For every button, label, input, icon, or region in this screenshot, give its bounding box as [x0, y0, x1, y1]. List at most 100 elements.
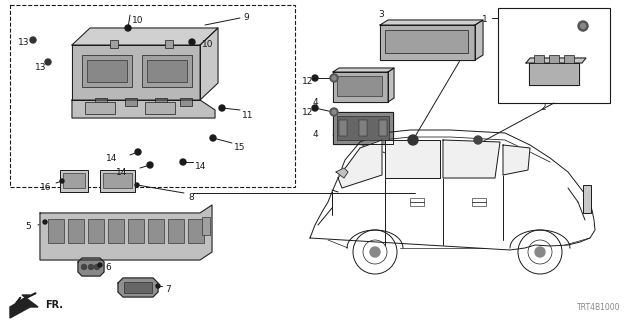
Bar [95, 98, 107, 106]
Polygon shape [78, 258, 104, 276]
Circle shape [332, 76, 336, 80]
Circle shape [135, 183, 139, 187]
Bar [108, 219, 124, 243]
Circle shape [81, 265, 86, 269]
Polygon shape [200, 28, 218, 100]
Circle shape [95, 265, 99, 269]
Text: 13: 13 [35, 63, 47, 72]
Circle shape [408, 135, 418, 145]
Circle shape [30, 37, 36, 43]
Text: FR.: FR. [45, 300, 63, 310]
Bar [87, 60, 127, 82]
Text: TRT4B1000: TRT4B1000 [577, 303, 620, 312]
Text: 3: 3 [378, 10, 384, 19]
Circle shape [578, 21, 588, 31]
Text: 14: 14 [116, 168, 127, 177]
Circle shape [332, 110, 336, 114]
Bar [337, 116, 389, 140]
Text: 1: 1 [483, 15, 488, 24]
Bar [103, 173, 132, 188]
Text: 11: 11 [242, 111, 253, 120]
Bar [110, 40, 118, 48]
Polygon shape [443, 140, 500, 178]
Text: 6: 6 [105, 263, 111, 272]
Text: 12: 12 [301, 77, 313, 86]
Circle shape [156, 284, 160, 288]
Text: 9: 9 [243, 13, 249, 22]
Bar [82, 55, 132, 87]
Bar [60, 170, 88, 192]
Circle shape [43, 220, 47, 224]
Polygon shape [310, 130, 595, 250]
Polygon shape [118, 278, 158, 297]
Bar [147, 60, 187, 82]
Circle shape [98, 263, 102, 267]
Text: 7: 7 [165, 285, 171, 294]
Text: 12: 12 [301, 108, 313, 117]
Text: 15: 15 [234, 143, 246, 152]
Bar [155, 98, 167, 106]
Bar [564, 55, 574, 63]
Bar [168, 219, 184, 243]
Polygon shape [385, 140, 440, 178]
Text: 2: 2 [540, 103, 546, 112]
Circle shape [88, 265, 93, 269]
Bar [385, 30, 468, 53]
Bar [583, 185, 591, 213]
Bar [128, 219, 144, 243]
Bar [48, 219, 64, 243]
Text: 10: 10 [132, 16, 143, 25]
Polygon shape [475, 20, 483, 60]
Bar [339, 120, 347, 136]
Circle shape [370, 247, 380, 257]
Bar [100, 170, 135, 192]
Polygon shape [338, 140, 382, 188]
Text: 5: 5 [25, 222, 31, 231]
Bar [534, 55, 544, 63]
Text: 16: 16 [40, 183, 51, 192]
Text: 13: 13 [18, 38, 29, 47]
Circle shape [535, 247, 545, 257]
Bar [10, 5, 295, 187]
Text: 14: 14 [106, 154, 117, 163]
Bar [410, 198, 424, 206]
Circle shape [580, 23, 586, 28]
Bar [88, 219, 104, 243]
Polygon shape [10, 295, 38, 318]
Bar [165, 40, 173, 48]
Circle shape [147, 162, 153, 168]
Circle shape [330, 74, 338, 82]
Polygon shape [380, 20, 483, 25]
Bar [498, 8, 610, 103]
Bar [359, 120, 367, 136]
Text: 10: 10 [202, 40, 214, 49]
Circle shape [45, 59, 51, 65]
Circle shape [125, 25, 131, 31]
Circle shape [330, 108, 338, 116]
Text: 4: 4 [312, 130, 318, 139]
Bar [148, 219, 164, 243]
Bar [63, 173, 85, 188]
Circle shape [189, 39, 195, 45]
Text: 14: 14 [195, 162, 206, 171]
Bar [202, 217, 210, 235]
Bar [549, 55, 559, 63]
Bar [85, 102, 115, 114]
Polygon shape [529, 63, 579, 85]
Polygon shape [333, 68, 394, 72]
Polygon shape [503, 145, 530, 175]
Circle shape [474, 136, 482, 144]
Polygon shape [72, 45, 200, 100]
Bar [124, 282, 152, 293]
Polygon shape [40, 205, 212, 260]
Circle shape [60, 179, 64, 183]
Circle shape [312, 105, 318, 111]
Text: 4: 4 [312, 98, 318, 107]
Polygon shape [388, 68, 394, 102]
Polygon shape [333, 112, 393, 144]
Bar [142, 55, 192, 87]
Polygon shape [336, 168, 348, 178]
Bar [379, 120, 387, 136]
Bar [125, 98, 137, 106]
Circle shape [135, 149, 141, 155]
